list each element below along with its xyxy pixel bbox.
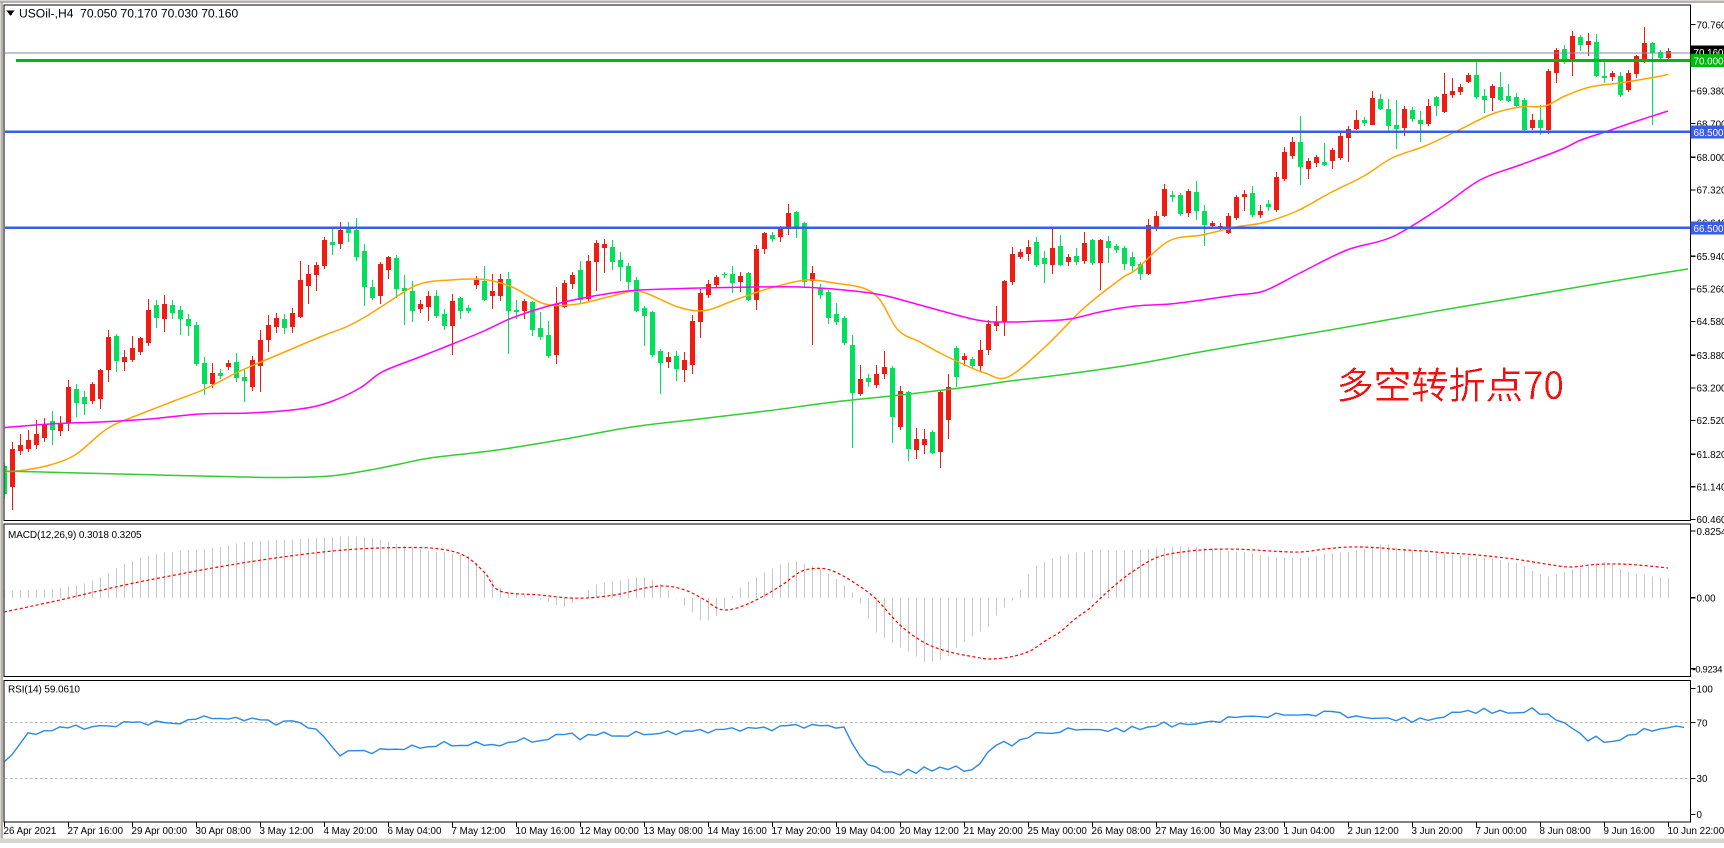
- svg-text:10 Jun 22:00: 10 Jun 22:00: [1668, 826, 1724, 837]
- svg-text:3 Jun 20:00: 3 Jun 20:00: [1412, 826, 1464, 837]
- svg-text:61.820: 61.820: [1697, 450, 1724, 461]
- svg-text:26 May 08:00: 26 May 08:00: [1092, 826, 1152, 837]
- svg-text:70: 70: [1697, 718, 1708, 729]
- svg-text:62.520: 62.520: [1697, 416, 1724, 427]
- svg-text:70.000: 70.000: [1694, 56, 1724, 67]
- svg-text:17 May 20:00: 17 May 20:00: [772, 826, 832, 837]
- svg-text:19 May 04:00: 19 May 04:00: [836, 826, 896, 837]
- svg-text:14 May 16:00: 14 May 16:00: [708, 826, 768, 837]
- svg-text:68.000: 68.000: [1697, 153, 1724, 164]
- svg-text:13 May 08:00: 13 May 08:00: [644, 826, 704, 837]
- svg-text:2 Jun 12:00: 2 Jun 12:00: [1348, 826, 1400, 837]
- svg-text:1 Jun 04:00: 1 Jun 04:00: [1284, 826, 1336, 837]
- svg-text:MACD(12,26,9) 0.3018 0.3205: MACD(12,26,9) 0.3018 0.3205: [8, 530, 142, 541]
- svg-text:21 May 20:00: 21 May 20:00: [964, 826, 1024, 837]
- svg-text:29 Apr 00:00: 29 Apr 00:00: [132, 826, 188, 837]
- svg-text:-0.9234: -0.9234: [1693, 664, 1723, 675]
- svg-text:65.260: 65.260: [1697, 285, 1724, 296]
- svg-text:68.500: 68.500: [1694, 128, 1724, 139]
- svg-text:61.140: 61.140: [1697, 483, 1724, 494]
- svg-text:8 Jun 08:00: 8 Jun 08:00: [1540, 826, 1592, 837]
- svg-text:RSI(14) 59.0610: RSI(14) 59.0610: [8, 685, 80, 696]
- svg-text:30 May 23:00: 30 May 23:00: [1220, 826, 1280, 837]
- svg-text:60.460: 60.460: [1697, 515, 1724, 526]
- svg-text:0.00: 0.00: [1697, 593, 1717, 604]
- svg-text:0: 0: [1697, 810, 1703, 821]
- svg-text:100: 100: [1697, 684, 1714, 695]
- svg-text:65.940: 65.940: [1697, 252, 1724, 263]
- svg-text:27 Apr 16:00: 27 Apr 16:00: [68, 826, 124, 837]
- svg-text:64.580: 64.580: [1697, 317, 1724, 328]
- svg-text:69.380: 69.380: [1697, 87, 1724, 98]
- svg-text:66.500: 66.500: [1694, 224, 1724, 235]
- svg-text:27 May 16:00: 27 May 16:00: [1156, 826, 1216, 837]
- svg-text:20 May 12:00: 20 May 12:00: [900, 826, 960, 837]
- svg-text:30: 30: [1697, 774, 1708, 785]
- svg-text:7 Jun 00:00: 7 Jun 00:00: [1476, 826, 1528, 837]
- svg-text:25 May 00:00: 25 May 00:00: [1028, 826, 1088, 837]
- svg-text:30 Apr 08:00: 30 Apr 08:00: [196, 826, 252, 837]
- svg-text:3 May 12:00: 3 May 12:00: [260, 826, 314, 837]
- svg-text:7 May 12:00: 7 May 12:00: [452, 826, 506, 837]
- svg-text:67.320: 67.320: [1697, 186, 1724, 197]
- svg-text:26 Apr 2021: 26 Apr 2021: [4, 826, 57, 837]
- svg-text:9 Jun 16:00: 9 Jun 16:00: [1604, 826, 1656, 837]
- svg-text:10 May 16:00: 10 May 16:00: [516, 826, 576, 837]
- svg-text:63.200: 63.200: [1697, 384, 1724, 395]
- svg-text:12 May 00:00: 12 May 00:00: [580, 826, 640, 837]
- svg-text:70.760: 70.760: [1697, 20, 1724, 31]
- svg-text:6 May 04:00: 6 May 04:00: [388, 826, 442, 837]
- svg-text:63.880: 63.880: [1697, 351, 1724, 362]
- svg-text:0.8254: 0.8254: [1697, 527, 1724, 538]
- svg-text:USOil-,H4 70.050 70.170 70.03: USOil-,H4 70.050 70.170 70.030 70.160: [19, 7, 238, 21]
- svg-text:4 May 20:00: 4 May 20:00: [324, 826, 378, 837]
